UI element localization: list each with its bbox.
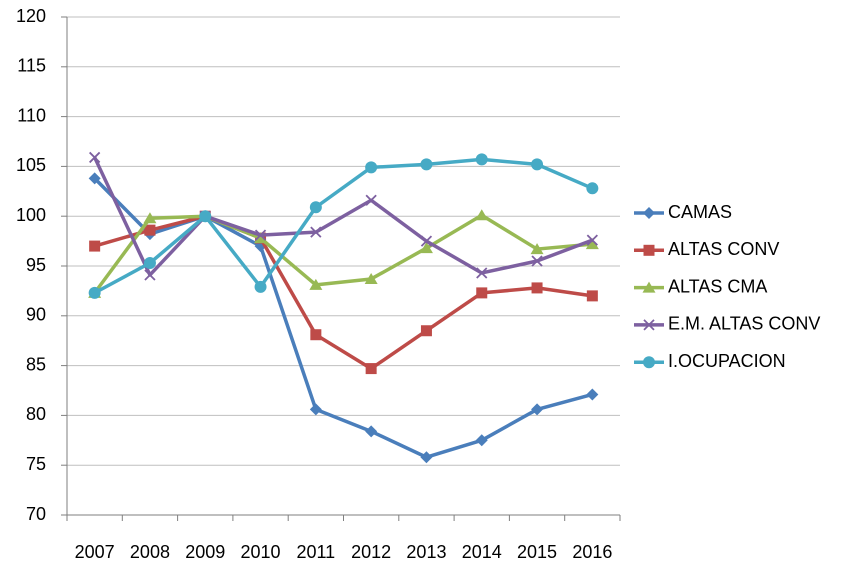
data-point (419, 242, 433, 254)
data-point (365, 363, 377, 375)
x-tick-label: 2009 (185, 542, 225, 562)
y-tick-label: 70 (26, 504, 46, 524)
data-point (531, 403, 544, 416)
data-point (309, 403, 322, 416)
y-tick-label: 90 (26, 305, 46, 325)
data-point (586, 182, 599, 195)
data-point (365, 425, 378, 438)
y-tick-label: 80 (26, 404, 46, 424)
series-line (94, 214, 593, 371)
data-point (310, 329, 322, 341)
y-tick-label: 120 (16, 6, 46, 26)
x-tick-label: 2008 (130, 542, 170, 562)
legend-marker (643, 319, 655, 331)
data-point (254, 232, 268, 244)
data-point (420, 235, 433, 247)
data-point (309, 278, 323, 290)
data-point (585, 238, 599, 250)
data-point (89, 151, 101, 164)
data-point (310, 226, 322, 238)
data-point (420, 451, 433, 464)
x-tick-label: 2007 (75, 542, 115, 562)
y-tick-label: 100 (16, 205, 46, 225)
legend-marker (643, 207, 655, 219)
data-point (309, 201, 322, 214)
data-point (365, 194, 377, 206)
data-point (531, 158, 544, 171)
x-tick-label: 2012 (351, 542, 391, 562)
data-point (254, 229, 267, 241)
series-line (93, 213, 593, 294)
legend-label: E.M. ALTAS CONV (668, 314, 820, 334)
y-tick-label: 95 (26, 255, 46, 275)
x-tick-label: 2010 (241, 542, 281, 562)
legend-marker (643, 244, 655, 256)
data-point (586, 234, 598, 246)
data-point (144, 269, 156, 281)
data-point (475, 434, 488, 447)
legend-label: CAMAS (668, 202, 732, 222)
data-point (531, 282, 543, 294)
y-tick-label: 85 (26, 354, 46, 374)
data-point (254, 280, 267, 293)
legend-label: ALTAS CMA (668, 276, 767, 296)
x-tick-label: 2011 (296, 542, 335, 562)
x-tick-label: 2013 (406, 542, 446, 562)
y-tick-label: 105 (16, 155, 46, 175)
series-line (93, 157, 594, 295)
x-tick-label: 2014 (462, 542, 502, 562)
data-point (365, 161, 378, 174)
data-point (475, 153, 488, 166)
data-point (531, 255, 543, 267)
data-point (88, 286, 101, 299)
data-point (586, 388, 599, 401)
series-line (93, 177, 593, 459)
data-point (476, 267, 488, 279)
series-line (93, 156, 593, 277)
data-point (89, 240, 101, 252)
y-tick-label: 75 (26, 454, 46, 474)
data-point (476, 287, 488, 299)
data-point (420, 158, 433, 171)
data-point (586, 290, 598, 302)
data-point (88, 172, 101, 185)
data-point (143, 212, 157, 224)
legend-label: ALTAS CONV (668, 239, 779, 259)
data-point (199, 210, 212, 223)
legend-marker (643, 356, 655, 369)
x-tick-label: 2016 (572, 542, 612, 562)
data-point (144, 224, 156, 236)
data-point (475, 209, 489, 221)
data-point (143, 257, 156, 270)
data-point (420, 325, 432, 337)
data-point (530, 243, 544, 255)
legend-marker (642, 281, 656, 293)
data-point (364, 272, 378, 284)
x-tick-label: 2015 (517, 542, 557, 562)
legend-label: I.OCUPACION (668, 351, 786, 371)
y-tick-label: 115 (17, 56, 46, 76)
y-tick-label: 110 (17, 105, 46, 125)
